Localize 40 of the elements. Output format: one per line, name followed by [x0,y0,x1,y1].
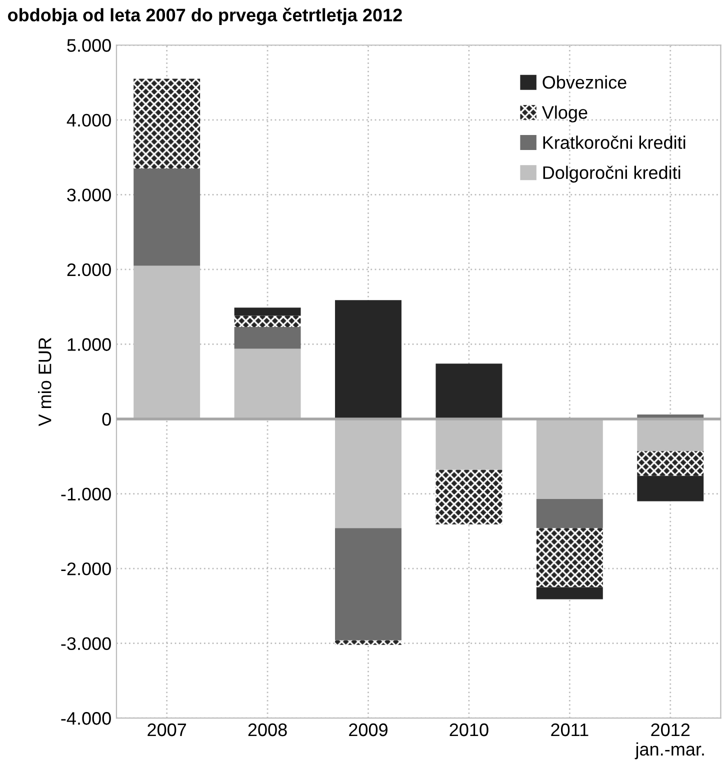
bar [134,168,200,266]
y-tick-label: -2.000 [61,562,111,576]
y-tick-label: 5.000 [67,39,111,52]
bar [536,499,603,528]
y-tick-label: 2.000 [67,263,111,276]
bar [335,640,402,645]
y-tick-label: -4.000 [61,712,111,725]
bar [436,470,502,524]
y-tick-label: -3.000 [61,637,111,650]
bar [134,78,200,168]
legend-label: Dolgoročni krediti [543,166,680,183]
bar [335,300,402,419]
x-tick-label: 2008 [248,723,287,736]
bar [637,476,704,502]
x-tick-label: 2007 [148,723,186,736]
bar [436,364,502,419]
y-tick-label: -1.000 [61,488,111,500]
y-axis-title: V mio EUR [38,338,52,426]
y-tick-label: 3.000 [67,188,111,202]
y-tick-label: 4.000 [66,114,111,127]
legend-label: Vloge [542,106,588,122]
bar [436,418,502,470]
legend-label: Obveznice [542,75,626,89]
bar [637,451,704,476]
bar [536,587,603,600]
bar [234,348,301,419]
x-tick-label: 2010 [450,723,488,736]
y-tick-label: 0 [102,412,111,426]
bar [234,316,301,328]
legend-label: Kratkoročni krediti [543,136,686,149]
chart-title: obdobja od leta 2007 do prvega četrtletja 2012 [8,8,402,26]
y-tick-label: 1.000 [68,338,111,351]
bar [234,327,301,349]
bar [234,308,301,316]
bar [637,418,704,452]
x-tick-label: 2012 jan.-mar. [634,723,704,760]
x-tick-label: 2009 [349,723,388,736]
x-tick-label: 2011 [551,723,588,736]
bar [335,528,402,640]
bar [536,528,603,588]
